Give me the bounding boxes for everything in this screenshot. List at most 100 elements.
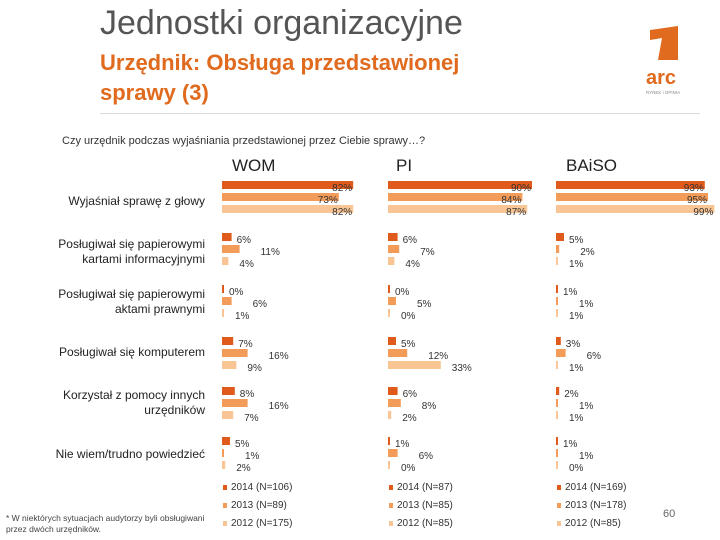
panel-title-wom: WOM [232,156,276,175]
category-label: Posługiwał się papierowymi aktami prawny… [30,287,205,317]
category-label-line: Nie wiem/trudno powiedzieć [55,447,205,461]
bar-wom-2014 [222,285,224,293]
data-label: 90% [511,183,531,194]
bar-wom-2013 [222,297,232,305]
bar-wom-2012 [222,361,237,369]
data-label: 1% [579,299,594,310]
data-label: 12% [428,351,448,362]
bar-pi-2013 [388,349,408,357]
bar-wom-2013 [222,399,248,407]
data-label: 9% [247,363,262,374]
data-label: 0% [229,287,244,298]
category-label: Posługiwał się komputerem [30,345,205,360]
bar-wom-2013 [222,245,240,253]
category-label: Posługiwał się papierowymi kartami infor… [30,237,205,267]
legend-swatch [389,485,393,490]
data-label: 4% [239,259,254,270]
legend-label: 2014 (N=106) [231,482,292,493]
bar-pi-2014 [388,337,396,345]
bar-wom-2013 [222,349,248,357]
data-label: 0% [401,463,416,474]
bar-wom-2012 [222,205,354,213]
data-label: 87% [506,207,526,218]
data-label: 1% [569,413,584,424]
category-label-line: urzędników [144,403,205,417]
legend-swatch [389,521,393,526]
legend-label: 2014 (N=169) [565,482,626,493]
data-label: 82% [332,183,352,194]
legend-swatch [557,503,561,508]
bar-pi-2012 [388,461,390,469]
legend-swatch [557,485,561,490]
category-label-line: Posługiwał się papierowymi [58,237,205,251]
bar-pi-2012 [388,205,528,213]
legend-swatch [223,521,227,526]
category-label-line: Korzystał z pomocy innych [62,388,205,402]
bar-pi-2014 [388,437,390,445]
data-label: 0% [401,311,416,322]
legend-label: 2012 (N=175) [231,518,292,529]
data-label: 6% [237,235,252,246]
legend-swatch [223,503,227,508]
legend-label: 2012 (N=85) [565,518,621,529]
data-label: 93% [684,183,704,194]
data-label: 2% [580,247,595,258]
data-label: 5% [401,339,416,350]
data-label: 5% [417,299,432,310]
bar-wom-2012 [222,411,234,419]
data-label: 95% [687,195,707,206]
panel-title-baiso: BAiSO [566,156,618,175]
bar-baiso-2012 [556,257,558,265]
bar-baiso-2012 [556,309,558,317]
bar-baiso-2013 [556,399,558,407]
bar-pi-2013 [388,449,398,457]
data-label: 1% [395,439,410,450]
page-number: 60 [663,508,676,520]
bar-wom-2014 [222,337,234,345]
data-label: 0% [569,463,584,474]
data-label: 2% [564,389,579,400]
data-label: 8% [422,401,437,412]
data-label: 1% [569,311,584,322]
header-divider [100,113,700,114]
bar-pi-2014 [388,233,398,241]
page-subtitle: Urzędnik: Obsługa przedstawionej sprawy … [100,48,459,108]
data-label: 1% [563,287,578,298]
category-label: Wyjaśniał sprawę z głowy [30,194,205,209]
data-label: 82% [332,207,352,218]
bar-baiso-2014 [556,285,558,293]
logo-shape [650,26,678,60]
data-label: 3% [566,339,581,350]
bar-pi-2014 [388,285,390,293]
bar-wom-2014 [222,437,230,445]
category-label-line: kartami informacyjnymi [82,252,205,266]
legend-label: 2013 (N=178) [565,500,626,511]
category-label: Korzystał z pomocy innych urzędników [30,388,205,418]
data-label: 1% [235,311,250,322]
page-title: Jednostki organizacyjne [100,4,463,42]
data-label: 5% [569,235,584,246]
data-label: 73% [318,195,338,206]
bar-baiso-2014 [556,337,561,345]
data-label: 6% [403,235,418,246]
category-label-line: Wyjaśniał sprawę z głowy [68,194,205,208]
data-label: 7% [244,413,259,424]
bar-pi-2014 [388,181,532,189]
category-label-line: aktami prawnymi [114,302,205,316]
bar-wom-2013 [222,449,224,457]
bar-pi-2013 [388,399,401,407]
data-label: 16% [269,401,289,412]
subtitle-line-2: sprawy (3) [100,80,209,105]
legend-label: 2012 (N=85) [397,518,453,529]
data-label: 6% [403,389,418,400]
bar-baiso-2012 [556,361,558,369]
data-label: 1% [563,439,578,450]
bar-baiso-2014 [556,437,558,445]
logo-text: arc [646,67,676,89]
data-label: 7% [238,339,253,350]
data-label: 4% [405,259,420,270]
bar-baiso-2014 [556,181,705,189]
legend-swatch [223,485,227,490]
bar-pi-2013 [388,297,396,305]
